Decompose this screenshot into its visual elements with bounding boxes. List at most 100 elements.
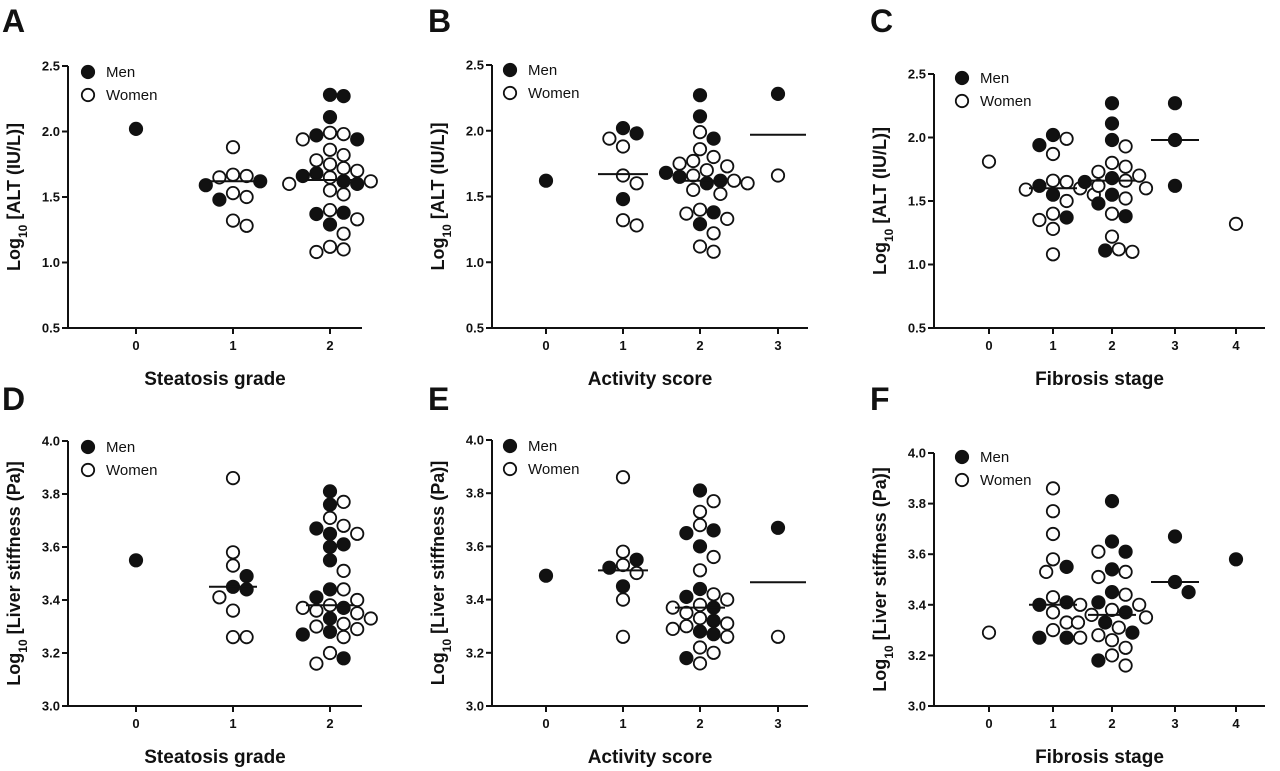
legend-label-women: Women [106, 462, 157, 479]
data-point-women [679, 619, 694, 634]
data-point-women [770, 629, 786, 644]
panel-letter: E [428, 381, 449, 417]
y-tick-label: 4.0 [908, 446, 926, 461]
data-point-women [1045, 504, 1061, 519]
data-point-men [602, 560, 617, 575]
data-point-women [615, 168, 631, 183]
data-point-women [1125, 244, 1140, 259]
data-point-women [615, 139, 631, 154]
data-point-women [1138, 610, 1154, 625]
legend-marker-women [954, 472, 970, 488]
data-point-women [706, 244, 721, 259]
x-tick-label: 2 [696, 338, 703, 353]
data-point-women [336, 226, 351, 241]
data-point-women [1091, 628, 1106, 643]
y-axis-label-suffix: [ALT (IU/L)] [870, 127, 890, 229]
data-point-men [1104, 171, 1120, 186]
data-point-women [1104, 633, 1120, 648]
x-tick-label: 4 [1232, 716, 1240, 731]
data-point-women [322, 142, 338, 157]
data-point-men [692, 539, 708, 554]
data-point-men [770, 520, 786, 535]
y-axis-label: Log10 [ALT (IU/L)] [4, 123, 30, 271]
chart-panel-e: E 3.0 3.2 3.4 3.6 3.8 4.0 0 1 2 3 Activity score Log… [428, 381, 808, 768]
y-axis-label-subscript: 10 [440, 639, 454, 653]
y-axis-label-subscript: 10 [16, 224, 30, 238]
data-point-women [1118, 564, 1133, 580]
data-point-men [706, 131, 721, 146]
data-point-women [336, 494, 351, 509]
data-point-men [692, 624, 708, 639]
data-point-women [309, 244, 324, 260]
data-point-women [615, 592, 631, 607]
data-point-men [212, 192, 227, 207]
data-point-women [1132, 597, 1147, 612]
y-axis-label-suffix: [ALT (IU/L)] [428, 123, 448, 225]
x-tick-label: 0 [985, 338, 992, 353]
data-point-women [720, 629, 735, 644]
data-point-men [1104, 187, 1120, 202]
data-point-women [1104, 648, 1120, 663]
data-point-women [686, 153, 701, 169]
y-axis-label: Log10 [Liver stiffness (Pa)] [870, 467, 896, 691]
x-axis-label: Steatosis grade [144, 369, 286, 390]
data-point-women [225, 603, 241, 618]
x-tick-label: 1 [1049, 716, 1056, 731]
data-point-women [336, 187, 351, 202]
data-point-men [1098, 615, 1113, 630]
data-point-men [679, 650, 694, 666]
data-point-women [1091, 164, 1106, 179]
data-point-women [615, 629, 631, 644]
data-point-men [1045, 127, 1061, 143]
y-tick-label: 3.0 [42, 699, 60, 714]
y-tick-label: 1.0 [908, 257, 926, 272]
data-point-women [309, 656, 324, 671]
data-point-women [692, 239, 708, 254]
data-point-men [1104, 584, 1120, 600]
y-tick-label: 3.2 [42, 646, 60, 661]
x-tick-label: 2 [1108, 338, 1115, 353]
data-point-men [239, 582, 254, 597]
x-tick-label: 2 [326, 338, 333, 353]
data-point-women [615, 544, 631, 559]
data-point-men [239, 568, 254, 584]
data-point-women [629, 218, 644, 233]
data-point-men [1118, 605, 1133, 620]
legend-label-women: Women [980, 472, 1031, 489]
data-point-women [1045, 146, 1061, 162]
data-point-women [706, 226, 721, 241]
data-point-men [309, 166, 324, 181]
y-tick-label: 1.0 [42, 255, 60, 270]
y-tick-label: 3.0 [466, 699, 484, 714]
x-axis-label: Activity score [588, 747, 713, 768]
panel-letter: F [870, 381, 890, 417]
data-point-women [322, 157, 338, 172]
x-tick-label: 3 [774, 338, 781, 353]
data-point-women [225, 470, 241, 486]
data-point-women [336, 242, 351, 257]
data-point-men [336, 205, 351, 220]
y-tick-label: 0.5 [42, 321, 60, 336]
y-axis-label: Log10 [ALT (IU/L)] [428, 123, 454, 271]
data-point-men [309, 521, 324, 536]
data-point-women [699, 163, 714, 178]
data-point-women [309, 619, 324, 634]
data-point-women [336, 629, 351, 645]
data-point-women [602, 131, 617, 146]
data-point-men [322, 611, 338, 626]
y-tick-label: 2.5 [908, 67, 926, 82]
data-point-women [713, 186, 728, 201]
legend-marker-men [502, 438, 518, 454]
data-point-men [128, 121, 144, 136]
data-point-men [1091, 653, 1106, 668]
y-tick-label: 1.5 [908, 194, 926, 209]
y-tick-label: 2.5 [466, 58, 484, 73]
data-point-women [336, 616, 351, 632]
data-point-women [1118, 587, 1133, 602]
y-axis-label-prefix: Log [428, 238, 448, 271]
chart-panel-a: A 0.5 1.0 1.5 2.0 2.5 0 1 2 Steatosis grade Log10 … [2, 3, 378, 390]
data-point-men [322, 497, 338, 512]
y-tick-label: 3.6 [908, 547, 926, 562]
data-point-men [1167, 96, 1183, 111]
panel-letter: D [2, 381, 25, 417]
